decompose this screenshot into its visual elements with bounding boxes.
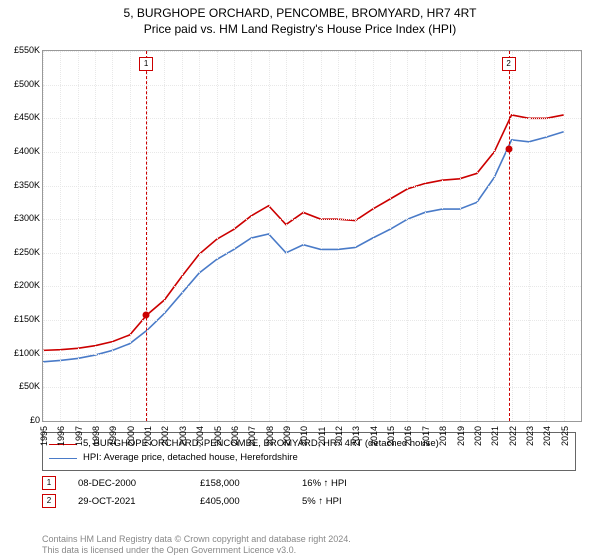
gridline-v — [442, 51, 443, 421]
gridline-v — [303, 51, 304, 421]
legend-label-hpi: HPI: Average price, detached house, Here… — [83, 451, 298, 465]
gridline-h — [43, 320, 581, 321]
line-series-svg — [43, 51, 581, 421]
gridline-v — [529, 51, 530, 421]
sale-row-date: 29-OCT-2021 — [78, 496, 178, 507]
gridline-h — [43, 186, 581, 187]
ytick-label: £150K — [0, 314, 40, 324]
gridline-v — [373, 51, 374, 421]
gridline-v — [546, 51, 547, 421]
gridline-h — [43, 253, 581, 254]
gridline-v — [112, 51, 113, 421]
sale-row-marker: 1 — [42, 476, 56, 490]
gridline-h — [43, 354, 581, 355]
sale-row-hpi-delta: 16% ↑ HPI — [302, 478, 347, 489]
sale-row-marker: 2 — [42, 494, 56, 508]
ytick-label: £100K — [0, 348, 40, 358]
copyright: Contains HM Land Registry data © Crown c… — [42, 534, 351, 557]
legend-line-hpi — [49, 458, 77, 459]
ytick-label: £500K — [0, 79, 40, 89]
titles: 5, BURGHOPE ORCHARD, PENCOMBE, BROMYARD,… — [0, 0, 600, 36]
gridline-v — [269, 51, 270, 421]
gridline-v — [130, 51, 131, 421]
sale-marker-box: 2 — [502, 57, 516, 71]
gridline-v — [43, 51, 44, 421]
gridline-v — [407, 51, 408, 421]
gridline-h — [43, 152, 581, 153]
sale-dot — [143, 311, 150, 318]
copyright-line-1: Contains HM Land Registry data © Crown c… — [42, 534, 351, 545]
gridline-v — [60, 51, 61, 421]
ytick-label: £300K — [0, 213, 40, 223]
gridline-v — [251, 51, 252, 421]
gridline-v — [78, 51, 79, 421]
sale-marker-box: 1 — [139, 57, 153, 71]
gridline-h — [43, 118, 581, 119]
sale-row-date: 08-DEC-2000 — [78, 478, 178, 489]
copyright-line-2: This data is licensed under the Open Gov… — [42, 545, 351, 556]
ytick-label: £350K — [0, 180, 40, 190]
gridline-h — [43, 286, 581, 287]
ytick-label: £550K — [0, 45, 40, 55]
gridline-v — [338, 51, 339, 421]
chart-container: 5, BURGHOPE ORCHARD, PENCOMBE, BROMYARD,… — [0, 0, 600, 560]
sale-marker-line — [146, 51, 147, 421]
gridline-v — [286, 51, 287, 421]
gridline-h — [43, 387, 581, 388]
gridline-v — [164, 51, 165, 421]
sale-row-hpi-delta: 5% ↑ HPI — [302, 496, 342, 507]
gridline-v — [425, 51, 426, 421]
plot-area: 12 — [42, 50, 582, 422]
gridline-v — [217, 51, 218, 421]
sale-row: 2 29-OCT-2021 £405,000 5% ↑ HPI — [42, 492, 347, 510]
sales-table: 1 08-DEC-2000 £158,000 16% ↑ HPI 2 29-OCT-202… — [42, 474, 347, 510]
ytick-label: £50K — [0, 381, 40, 391]
xtick-label: 2025 — [560, 426, 600, 446]
gridline-v — [182, 51, 183, 421]
sale-row-price: £158,000 — [200, 478, 280, 489]
gridline-v — [477, 51, 478, 421]
ytick-label: £450K — [0, 112, 40, 122]
gridline-v — [460, 51, 461, 421]
gridline-v — [199, 51, 200, 421]
title-line-1: 5, BURGHOPE ORCHARD, PENCOMBE, BROMYARD,… — [0, 6, 600, 20]
gridline-v — [494, 51, 495, 421]
gridline-v — [564, 51, 565, 421]
gridline-v — [234, 51, 235, 421]
gridline-h — [43, 85, 581, 86]
title-line-2: Price paid vs. HM Land Registry's House … — [0, 22, 600, 36]
sale-row-price: £405,000 — [200, 496, 280, 507]
sale-dot — [505, 145, 512, 152]
gridline-v — [95, 51, 96, 421]
gridline-v — [147, 51, 148, 421]
gridline-h — [43, 421, 581, 422]
gridline-h — [43, 219, 581, 220]
gridline-v — [355, 51, 356, 421]
gridline-v — [512, 51, 513, 421]
ytick-label: £250K — [0, 247, 40, 257]
legend-row-hpi: HPI: Average price, detached house, Here… — [49, 451, 569, 465]
gridline-v — [390, 51, 391, 421]
sale-marker-line — [509, 51, 510, 421]
ytick-label: £400K — [0, 146, 40, 156]
sale-row: 1 08-DEC-2000 £158,000 16% ↑ HPI — [42, 474, 347, 492]
gridline-h — [43, 51, 581, 52]
ytick-label: £200K — [0, 280, 40, 290]
gridline-v — [321, 51, 322, 421]
ytick-label: £0 — [0, 415, 40, 425]
